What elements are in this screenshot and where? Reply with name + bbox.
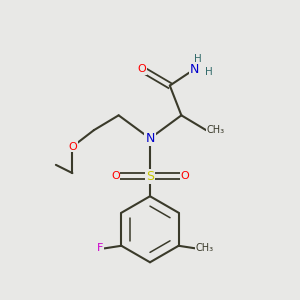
Text: S: S: [146, 170, 154, 183]
Text: CH₃: CH₃: [196, 243, 214, 254]
Text: O: O: [137, 64, 146, 74]
Text: H: H: [194, 54, 202, 64]
Text: H: H: [205, 67, 212, 77]
Text: F: F: [97, 243, 103, 254]
Text: O: O: [180, 171, 189, 182]
Text: CH₃: CH₃: [206, 125, 224, 135]
Text: O: O: [68, 142, 77, 152]
Text: N: N: [190, 63, 199, 76]
Text: O: O: [111, 171, 120, 182]
Text: N: N: [145, 132, 155, 145]
